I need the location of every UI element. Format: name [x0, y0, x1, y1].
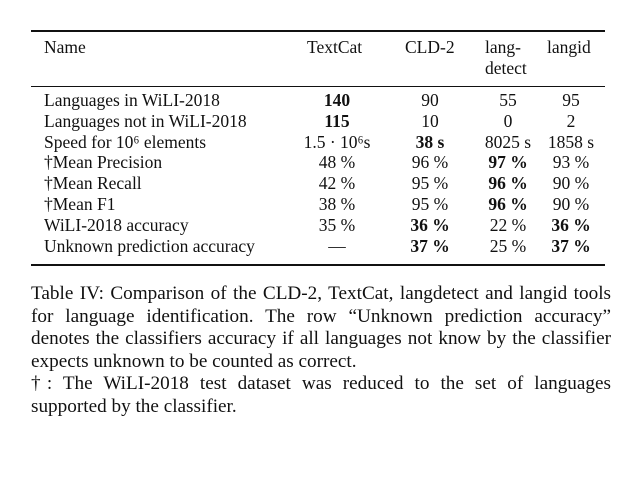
table-cell: 0: [503, 110, 513, 131]
column-header-cld2: CLD-2: [405, 37, 455, 57]
row-label: WiLI-2018 accuracy: [44, 214, 189, 235]
table-cell: —: [328, 235, 346, 256]
table-cell: 36 %: [410, 214, 450, 235]
table-cell: 90 %: [552, 173, 590, 194]
column-header-name: Name: [44, 37, 86, 57]
table-cell: 96 %: [411, 152, 449, 173]
table-cell: 115: [324, 110, 350, 131]
column-header-langdetect-line2: detect: [485, 58, 527, 78]
row-label: Speed for 10⁶ elements: [44, 131, 207, 152]
table-cell: 38 %: [318, 194, 356, 214]
column-header-langdetect-line1: lang-: [485, 37, 521, 57]
row-label: †Mean F1: [44, 194, 116, 214]
row-label: Languages not in WiLI-2018: [44, 110, 247, 131]
row-label: †Mean Recall: [44, 173, 142, 194]
table-cell: 140: [323, 90, 351, 110]
table-cell: 95 %: [411, 194, 449, 214]
row-label: Languages in WiLI-2018: [44, 90, 220, 110]
caption-footnote: †: The WiLI-2018 test dataset was reduce…: [31, 373, 611, 417]
table-caption: Table IV: Comparison of the CLD-2, TextC…: [31, 283, 611, 419]
table-cell: 42 %: [318, 173, 356, 194]
table-cell: 10: [421, 110, 439, 131]
table-cell: 37 %: [410, 235, 450, 256]
table-cell: 97 %: [488, 152, 528, 173]
table-top-rule: [31, 30, 605, 32]
column-header-textcat: TextCat: [307, 37, 363, 57]
table-cell: 22 %: [489, 214, 527, 235]
caption-main: Table IV: Comparison of the CLD-2, TextC…: [31, 283, 611, 372]
table-cell: 1.5 · 10⁶s: [303, 131, 371, 152]
table-cell: 8025 s: [484, 131, 532, 152]
table-cell: 25 %: [489, 235, 527, 256]
table-cell: 96 %: [488, 173, 528, 194]
row-label: †Mean Precision: [44, 152, 163, 173]
row-label: Unknown prediction accuracy: [44, 235, 255, 256]
table-cell: 35 %: [318, 214, 356, 235]
table-cell: 90: [421, 90, 439, 110]
table-header-rule: [31, 86, 605, 87]
table-bottom-rule: [31, 264, 605, 266]
table-cell: 38 s: [415, 131, 445, 152]
table-cell: 55: [499, 90, 517, 110]
column-header-langdetect: lang- detect: [485, 37, 527, 79]
table-cell: 95 %: [411, 173, 449, 194]
table-cell: 36 %: [551, 214, 591, 235]
table-cell: 37 %: [551, 235, 591, 256]
column-header-langid: langid: [547, 37, 591, 57]
table-cell: 48 %: [318, 152, 356, 173]
table-cell: 2: [566, 110, 576, 131]
table-cell: 96 %: [488, 194, 528, 214]
table-cell: 90 %: [552, 194, 590, 214]
table-cell: 95: [562, 90, 580, 110]
table-cell: 1858 s: [547, 131, 595, 152]
table-cell: 93 %: [552, 152, 590, 173]
